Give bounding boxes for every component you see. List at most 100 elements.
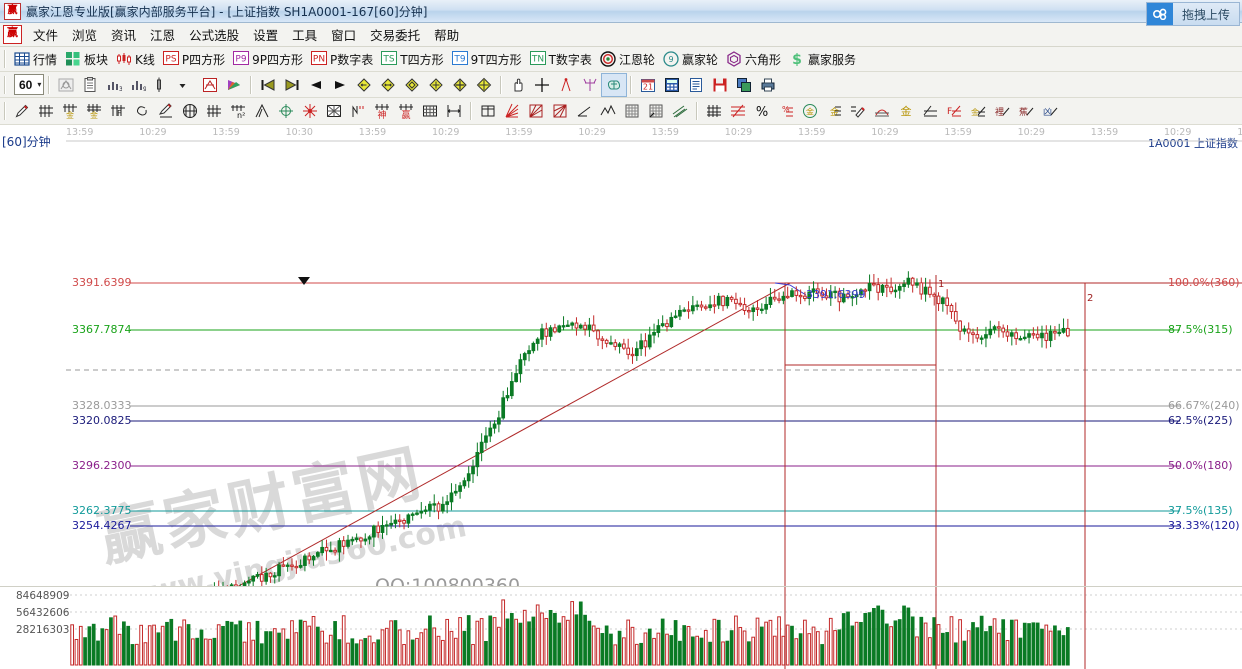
draw-percent[interactable]: % <box>750 100 774 122</box>
tool-notes[interactable] <box>684 74 708 96</box>
draw-gold-grid-a[interactable]: 金 <box>58 100 82 122</box>
draw-grid-lines[interactable] <box>34 100 58 122</box>
draw-cn-slope3[interactable]: 凶 <box>1038 100 1062 122</box>
menu-gann[interactable]: 江恩 <box>150 28 176 43</box>
draw-spiral[interactable] <box>130 100 154 122</box>
draw-gold-grid-b[interactable]: 金 <box>82 100 106 122</box>
tool-copy[interactable] <box>732 74 756 96</box>
draw-pen[interactable] <box>10 100 34 122</box>
tool-brain[interactable] <box>601 72 628 97</box>
tool-bars-9[interactable]: 9 <box>126 74 150 96</box>
draw-f-grid[interactable]: F <box>106 100 130 122</box>
tool-p-square[interactable]: PS P四方形 <box>159 48 229 70</box>
tool-calculator[interactable] <box>660 74 684 96</box>
tool-9t-square[interactable]: T9 9T四方形 <box>448 48 526 70</box>
menu-trade-order[interactable]: 交易委托 <box>370 28 421 43</box>
tool-network[interactable] <box>54 74 78 96</box>
tool-crosshair[interactable] <box>530 74 554 96</box>
tool-prev[interactable] <box>304 74 328 96</box>
menu-file[interactable]: 文件 <box>33 28 59 43</box>
drag-upload-button[interactable]: 拖拽上传 <box>1145 2 1240 26</box>
draw-mesh[interactable] <box>418 100 442 122</box>
tool-zoom-h2[interactable] <box>376 74 400 96</box>
price-chart-panel[interactable]: [60]分钟 1A0001 上证指数 13:59 10:29 13:59 10:30 1… <box>0 125 1242 586</box>
draw-half-slope[interactable] <box>918 100 942 122</box>
tool-t-square[interactable]: TS T四方形 <box>377 48 447 70</box>
draw-slope[interactable] <box>572 100 596 122</box>
draw-fan-red[interactable] <box>500 100 524 122</box>
draw-ladder[interactable] <box>702 100 726 122</box>
tool-calendar[interactable]: 21 <box>636 74 660 96</box>
draw-frame[interactable] <box>476 100 500 122</box>
draw-cn-slope[interactable]: 裡 <box>990 100 1014 122</box>
draw-f-slope[interactable]: F <box>942 100 966 122</box>
draw-percent-line[interactable]: % <box>774 100 798 122</box>
tool-gann-wheel[interactable]: 江恩轮 <box>596 48 659 70</box>
draw-span-arrow[interactable] <box>442 100 466 122</box>
draw-angle-lines[interactable] <box>250 100 274 122</box>
menu-window[interactable]: 窗口 <box>331 28 357 43</box>
menu-tools[interactable]: 工具 <box>292 28 318 43</box>
draw-starburst[interactable] <box>298 100 322 122</box>
draw-arc-red[interactable] <box>870 100 894 122</box>
tool-hand[interactable] <box>506 74 530 96</box>
tool-cursor-bar[interactable] <box>150 74 174 96</box>
tool-save[interactable] <box>708 74 732 96</box>
draw-cn-slope2[interactable]: 蕉 <box>1014 100 1038 122</box>
draw-percent-red[interactable] <box>726 100 750 122</box>
tool-compass[interactable] <box>554 74 578 96</box>
menu-browse[interactable]: 浏览 <box>72 28 98 43</box>
draw-circle-grid[interactable] <box>178 100 202 122</box>
draw-gold-slope[interactable]: 金 <box>966 100 990 122</box>
draw-box-fan2[interactable] <box>548 100 572 122</box>
tool-color-fan[interactable] <box>222 74 246 96</box>
tool-9p-square[interactable]: P9 9P四方形 <box>229 48 307 70</box>
draw-box-fan[interactable] <box>524 100 548 122</box>
tool-kline[interactable]: K线 <box>112 48 159 70</box>
volume-canvas[interactable] <box>0 587 1242 669</box>
menu-formula-stock-pick[interactable]: 公式选股 <box>189 28 240 43</box>
draw-n-squared[interactable]: n² <box>226 100 250 122</box>
tool-t-number-table[interactable]: TN T数字表 <box>526 48 596 70</box>
draw-gold-line[interactable]: 金 <box>822 100 846 122</box>
draw-ink[interactable] <box>846 100 870 122</box>
chart-canvas[interactable] <box>0 125 1242 586</box>
menu-news[interactable]: 资讯 <box>111 28 137 43</box>
tool-fan-tree[interactable] <box>578 74 602 96</box>
draw-zigzag[interactable] <box>596 100 620 122</box>
draw-grid-table[interactable] <box>620 100 644 122</box>
tool-bars-3[interactable]: 3 <box>102 74 126 96</box>
tool-print[interactable] <box>756 74 780 96</box>
draw-gold-circle[interactable]: 金 <box>798 100 822 122</box>
tool-p-number-table[interactable]: PN P数字表 <box>307 48 377 70</box>
draw-target[interactable] <box>274 100 298 122</box>
tool-zoom-expand[interactable] <box>424 74 448 96</box>
tool-last-page[interactable] <box>280 74 304 96</box>
tool-hexagon[interactable]: 六角形 <box>722 48 785 70</box>
tool-zoom-diamond[interactable] <box>400 74 424 96</box>
tool-zoom-fit[interactable] <box>472 74 496 96</box>
period-select[interactable]: 60 ▾ <box>14 74 45 95</box>
tool-zoom-all[interactable] <box>448 74 472 96</box>
volume-chart-panel[interactable]: 84648909 56432606 28216303 <box>0 586 1242 669</box>
draw-tick-quote[interactable] <box>346 100 370 122</box>
tool-pattern-box[interactable] <box>198 74 222 96</box>
draw-grid-table2[interactable] <box>644 100 668 122</box>
draw-pen-arrow[interactable] <box>154 100 178 122</box>
draw-box-web[interactable] <box>322 100 346 122</box>
tool-bar-style-caret[interactable] <box>174 74 198 96</box>
tool-quotes[interactable]: 行情 <box>10 48 61 70</box>
draw-shen-grid[interactable]: 神 <box>370 100 394 122</box>
draw-ying-grid[interactable]: 赢 <box>394 100 418 122</box>
tool-winner-wheel[interactable]: 9 赢家轮 <box>659 48 722 70</box>
menu-settings[interactable]: 设置 <box>253 28 279 43</box>
draw-tally[interactable] <box>202 100 226 122</box>
tool-zoom-horizontal[interactable] <box>352 74 376 96</box>
tool-next[interactable] <box>328 74 352 96</box>
menu-help[interactable]: 帮助 <box>434 28 460 43</box>
tool-first-page[interactable] <box>256 74 280 96</box>
tool-clipboard[interactable] <box>78 74 102 96</box>
draw-gold-level[interactable]: 金 <box>894 100 918 122</box>
draw-parallel[interactable] <box>668 100 692 122</box>
tool-sector[interactable]: 板块 <box>61 48 112 70</box>
